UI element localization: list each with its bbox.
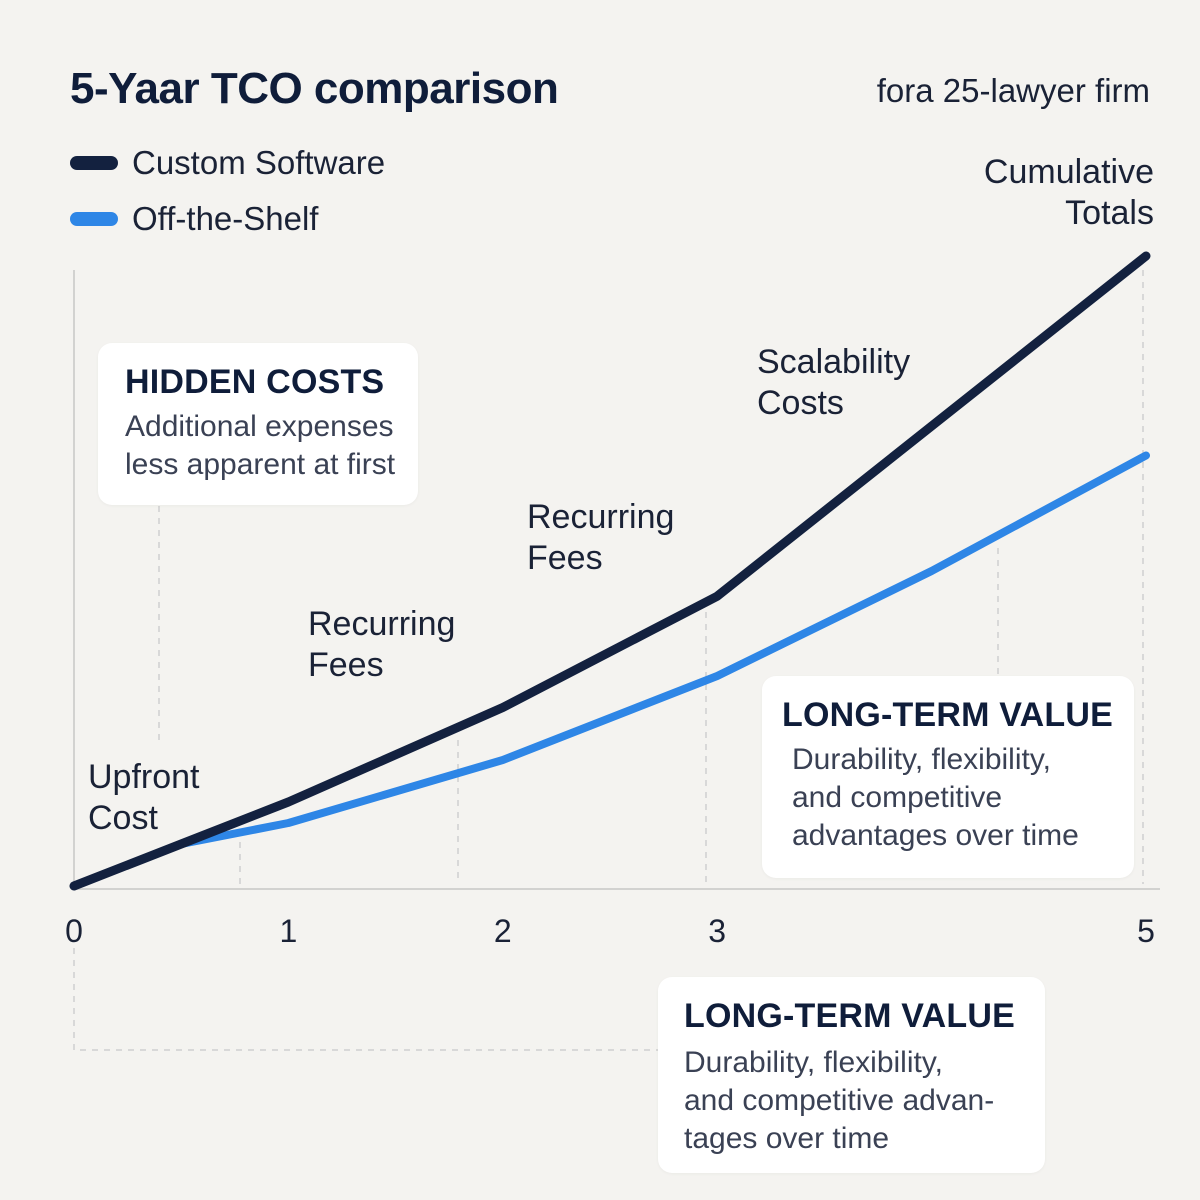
recurring-1-line-2: Fees [308, 645, 384, 684]
chart-title: 5-Yaar TCO comparison [70, 64, 559, 113]
series-lines [69, 251, 1151, 891]
scalability-line-2: Costs [757, 383, 844, 422]
x-tick-label-0: 0 [65, 913, 83, 949]
long-term-value-upper-body: Durability, flexibility, and competitive… [792, 741, 1134, 855]
ltv-lower-body-line-3: tages over time [684, 1122, 890, 1156]
upfront-line-1: Upfront [88, 758, 200, 796]
hidden-costs-title: HIDDEN COSTS [125, 363, 385, 401]
legend-label-custom-software: Custom Software [132, 144, 386, 181]
cumulative-line-1: Cumulative [983, 153, 1154, 191]
recurring-2-line-2: Fees [527, 538, 603, 577]
legend-label-off-the-shelf: Off-the-Shelf [132, 200, 319, 237]
x-tick-label-5: 5 [1137, 913, 1155, 949]
x-tick-label-2: 2 [494, 913, 512, 949]
hidden-costs-body-line-2: less apparent at first [125, 448, 396, 482]
hidden-costs-body: Additional expenses less apparent at fir… [125, 408, 418, 484]
annotation-scalability-costs: Scalability Costs [757, 342, 910, 424]
upfront-line-2: Cost [88, 798, 158, 837]
ltv-upper-body-line-3: advantages over time [792, 819, 1079, 853]
annotation-recurring-fees-2: Recurring Fees [527, 497, 674, 579]
cumulative-totals-label: Cumulative Totals [984, 152, 1154, 234]
x-tick-label-1: 1 [280, 913, 298, 949]
legend-item-custom-software: Custom Software [70, 144, 385, 182]
legend-swatch-custom-software [70, 156, 118, 170]
axes [73, 270, 1160, 890]
ltv-upper-body-line-1: Durability, flexibility, [792, 743, 1051, 776]
ltv-upper-body-line-2: and competitive [792, 781, 1003, 815]
annotation-recurring-fees-1: Recurring Fees [308, 604, 455, 686]
chart-subtitle: fora 25-lawyer firm [876, 72, 1150, 109]
ltv-lower-body-line-1: Durability, flexibility, [684, 1046, 943, 1079]
x-tick-labels: 0 1 2 3 5 [65, 913, 1155, 949]
legend: Custom Software Off-the-Shelf [70, 144, 385, 238]
long-term-value-lower-title: LONG-TERM VALUE [684, 997, 1016, 1035]
series-line-custom-software [69, 251, 1151, 891]
long-term-value-upper-title: LONG-TERM VALUE [782, 696, 1114, 734]
recurring-2-line-1: Recurring [527, 498, 675, 536]
cumulative-line-2: Totals [1065, 193, 1154, 232]
guide-bracket [73, 948, 658, 1051]
guide-lines [73, 270, 1144, 1051]
long-term-value-card-lower: LONG-TERM VALUE Durability, flexibility,… [658, 977, 1045, 1173]
hidden-costs-body-line-1: Additional expenses [125, 410, 394, 443]
long-term-value-lower-body: Durability, flexibility, and competitive… [684, 1044, 1045, 1158]
ltv-lower-body-line-2: and competitive advan- [684, 1084, 995, 1118]
recurring-1-line-1: Recurring [308, 605, 456, 643]
x-tick-label-3: 3 [708, 913, 726, 949]
long-term-value-card-upper: LONG-TERM VALUE Durability, flexibility,… [762, 676, 1134, 878]
hidden-costs-card: HIDDEN COSTS Additional expenses less ap… [98, 343, 418, 505]
legend-item-off-the-shelf: Off-the-Shelf [70, 200, 385, 238]
scalability-line-1: Scalability [757, 343, 911, 381]
annotation-upfront-cost: Upfront Cost [88, 757, 200, 839]
legend-swatch-off-the-shelf [70, 212, 118, 226]
